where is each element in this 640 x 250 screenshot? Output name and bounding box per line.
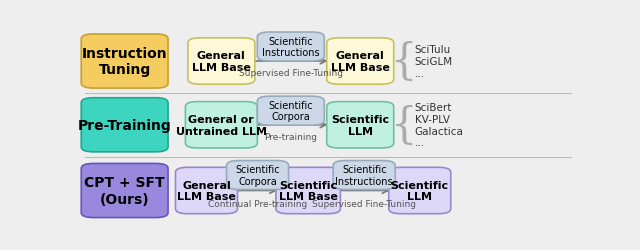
Text: Supervised Fine-Tuning: Supervised Fine-Tuning [312, 199, 416, 208]
Text: Scientific
LLM: Scientific LLM [331, 114, 389, 136]
Text: General or
Untrained LLM: General or Untrained LLM [176, 114, 267, 136]
Text: Scientific
Corpora: Scientific Corpora [236, 164, 280, 186]
Text: SciBert
KV-PLV
Galactica
...: SciBert KV-PLV Galactica ... [415, 103, 463, 148]
FancyBboxPatch shape [327, 39, 394, 85]
Text: CPT + SFT
(Ours): CPT + SFT (Ours) [84, 176, 165, 206]
Text: Continual Pre-training: Continual Pre-training [208, 199, 307, 208]
FancyBboxPatch shape [186, 102, 257, 148]
Text: Pre-training: Pre-training [264, 132, 317, 141]
FancyBboxPatch shape [81, 164, 168, 218]
Text: Scientific
Instructions: Scientific Instructions [335, 164, 393, 186]
FancyBboxPatch shape [81, 35, 168, 89]
FancyBboxPatch shape [327, 102, 394, 148]
Text: General
LLM Base: General LLM Base [192, 51, 251, 72]
FancyBboxPatch shape [257, 97, 324, 126]
Text: General
LLM Base: General LLM Base [177, 180, 236, 202]
Text: Scientific
LLM Base: Scientific LLM Base [279, 180, 337, 202]
Text: {: { [391, 41, 417, 83]
FancyBboxPatch shape [333, 161, 396, 190]
Text: Instruction
Tuning: Instruction Tuning [82, 47, 168, 77]
Text: Pre-Training: Pre-Training [78, 118, 172, 132]
Text: Scientific
Corpora: Scientific Corpora [269, 100, 313, 122]
FancyBboxPatch shape [388, 168, 451, 214]
FancyBboxPatch shape [257, 33, 324, 62]
FancyBboxPatch shape [81, 98, 168, 152]
FancyBboxPatch shape [188, 39, 255, 85]
Text: Scientific
Instructions: Scientific Instructions [262, 36, 319, 58]
FancyBboxPatch shape [175, 168, 237, 214]
Text: Scientific
LLM: Scientific LLM [390, 180, 449, 202]
Text: General
LLM Base: General LLM Base [331, 51, 390, 72]
Text: SciTulu
SciGLM
...: SciTulu SciGLM ... [415, 45, 453, 78]
Text: Supervised Fine-Tuning: Supervised Fine-Tuning [239, 69, 343, 78]
FancyBboxPatch shape [227, 161, 289, 190]
Text: {: { [391, 104, 417, 146]
FancyBboxPatch shape [276, 168, 340, 214]
